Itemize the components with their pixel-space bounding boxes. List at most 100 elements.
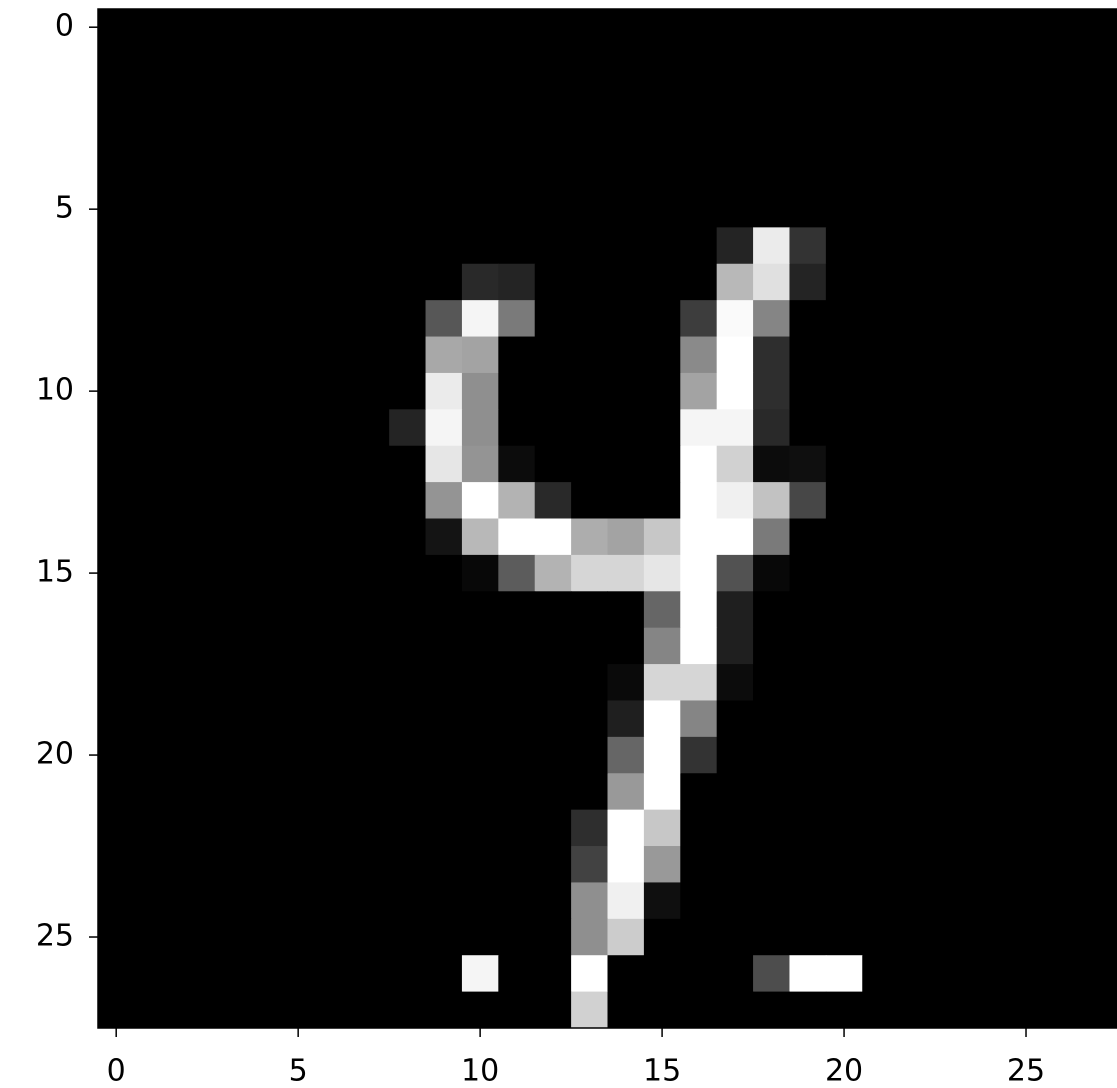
pixel (535, 300, 572, 337)
pixel (971, 555, 1008, 592)
pixel (571, 846, 608, 883)
pixel (1081, 773, 1117, 810)
pixel (680, 555, 717, 592)
pixel (971, 992, 1008, 1029)
pixel (98, 810, 135, 847)
pixel (753, 227, 790, 264)
pixel (608, 737, 645, 774)
pixel (389, 446, 426, 483)
pixel (608, 337, 645, 374)
pixel (244, 519, 281, 556)
pixel (171, 373, 208, 410)
pixel (680, 846, 717, 883)
pixel (680, 810, 717, 847)
pixel (98, 591, 135, 628)
pixel (98, 846, 135, 883)
pixel (971, 409, 1008, 446)
pixel (644, 628, 681, 665)
pixel (98, 337, 135, 374)
pixel (207, 337, 244, 374)
pixel (134, 955, 171, 992)
pixel (498, 664, 535, 701)
pixel (862, 45, 899, 82)
pixel (717, 9, 754, 46)
pixel (1081, 409, 1117, 446)
pixel (426, 882, 463, 919)
pixel (1081, 482, 1117, 519)
pixel (316, 155, 353, 192)
pixel (280, 409, 317, 446)
pixel (899, 9, 936, 46)
pixel (134, 664, 171, 701)
pixel (462, 737, 499, 774)
pixel (244, 555, 281, 592)
pixel (171, 700, 208, 737)
pixel (571, 700, 608, 737)
pixel (1081, 882, 1117, 919)
pixel (134, 264, 171, 301)
pixel (462, 373, 499, 410)
pixel (571, 264, 608, 301)
pixel (207, 373, 244, 410)
pixel (717, 700, 754, 737)
pixel (316, 446, 353, 483)
pixel (426, 992, 463, 1029)
pixel (899, 446, 936, 483)
pixel (789, 300, 826, 337)
pixel (1044, 191, 1081, 228)
pixel (862, 919, 899, 956)
pixel (280, 700, 317, 737)
pixel (899, 628, 936, 665)
pixel (971, 482, 1008, 519)
pixel (608, 446, 645, 483)
pixel (935, 846, 972, 883)
pixel (207, 191, 244, 228)
pixel (1044, 628, 1081, 665)
pixel (207, 882, 244, 919)
pixel (1008, 82, 1045, 119)
pixel (680, 409, 717, 446)
pixel (462, 664, 499, 701)
y-tick-label: 5 (55, 191, 74, 226)
pixel (935, 155, 972, 192)
pixel (971, 118, 1008, 155)
pixel (171, 227, 208, 264)
pixel (1081, 264, 1117, 301)
pixel (753, 628, 790, 665)
pixel (171, 882, 208, 919)
pixel (971, 882, 1008, 919)
pixel (680, 519, 717, 556)
pixel (353, 409, 390, 446)
pixel (498, 409, 535, 446)
pixel (316, 227, 353, 264)
pixel (971, 300, 1008, 337)
pixel (280, 155, 317, 192)
pixel (899, 227, 936, 264)
pixel (535, 628, 572, 665)
pixel (1044, 992, 1081, 1029)
pixel (644, 482, 681, 519)
pixel (134, 591, 171, 628)
pixel (462, 227, 499, 264)
pixel (862, 700, 899, 737)
pixel (571, 992, 608, 1029)
pixel (426, 555, 463, 592)
pixel (171, 773, 208, 810)
pixel (971, 373, 1008, 410)
pixel (134, 45, 171, 82)
pixel (498, 337, 535, 374)
pixel (316, 9, 353, 46)
pixel (571, 337, 608, 374)
pixel (1008, 264, 1045, 301)
pixel (1081, 337, 1117, 374)
pixel (280, 628, 317, 665)
pixel (134, 519, 171, 556)
pixel (680, 482, 717, 519)
pixel (644, 373, 681, 410)
pixel (571, 191, 608, 228)
pixel (1044, 773, 1081, 810)
pixel (899, 955, 936, 992)
pixel (498, 264, 535, 301)
pixel (1008, 737, 1045, 774)
pixel (1008, 227, 1045, 264)
